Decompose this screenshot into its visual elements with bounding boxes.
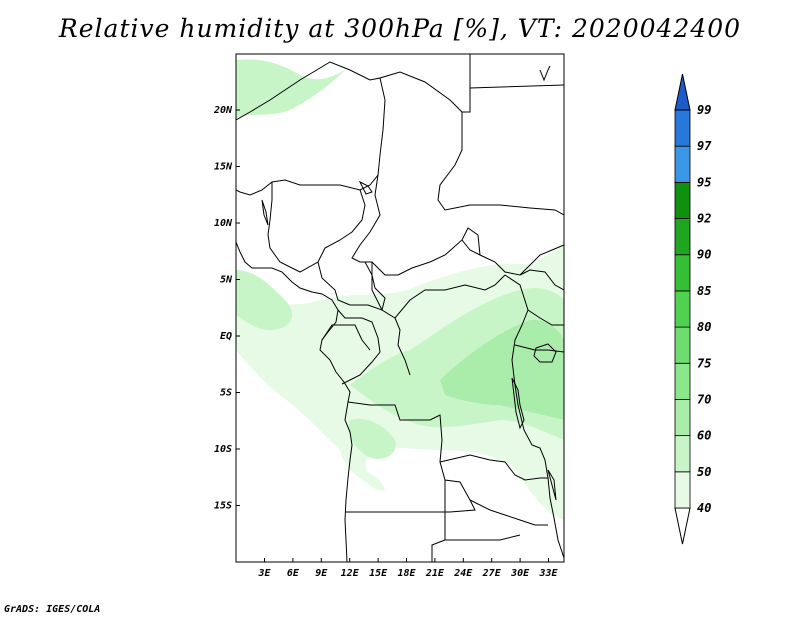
country-borders	[236, 54, 564, 562]
colorbar-label: 97	[697, 139, 712, 153]
lake-malawi	[547, 469, 557, 501]
lat-tick-label: 5N	[220, 275, 233, 286]
moisture-patch-south	[360, 470, 385, 491]
colorbar-segment	[674, 399, 691, 437]
colorbar-segment	[674, 181, 691, 219]
border-namibia-botswana	[431, 480, 521, 562]
lat-tick-label: EQ	[220, 331, 232, 342]
colorbar-label: 75	[697, 356, 711, 370]
colorbar-segment	[674, 218, 691, 256]
colorbar-upper-arrow	[674, 73, 691, 111]
longitude-axis: 3E 6E 9E 12E 15E 18E 21E 24E 27E 30E 33E	[257, 558, 559, 579]
lake-chad	[358, 180, 373, 195]
border-zambia	[439, 454, 548, 526]
grads-credit: GrADS: IGES/COLA	[4, 604, 101, 615]
border-car	[371, 262, 506, 319]
border-cameroon	[317, 261, 386, 311]
colorbar-label: 80	[697, 320, 711, 334]
colorbar-segment	[674, 326, 691, 364]
map-frame	[235, 53, 565, 563]
colorbar-segment	[674, 362, 691, 400]
coast-east	[539, 65, 551, 82]
lon-tick-label: 21E	[425, 568, 445, 579]
colorbar-label: 95	[697, 175, 711, 189]
lat-tick-label: 15S	[214, 501, 232, 512]
colorbar-segment	[674, 145, 691, 183]
border-gabon	[321, 324, 371, 351]
colorbar-segment	[674, 109, 691, 147]
border-nigeria	[267, 182, 366, 273]
lake-tanganyika	[511, 377, 525, 430]
lon-tick-label: 30E	[510, 568, 530, 579]
colorbar-label: 70	[697, 392, 711, 406]
lon-tick-label: 15E	[369, 568, 388, 579]
lake-victoria	[533, 343, 557, 363]
humidity-shading	[236, 59, 564, 520]
colorbar: 40 50 60 70 75 80 85 90 92 95 97 99	[674, 73, 712, 545]
lon-tick-label: 18E	[397, 568, 416, 579]
colorbar-label: 40	[697, 501, 711, 515]
colorbar-segment	[674, 435, 691, 473]
lon-tick-label: 3E	[257, 568, 271, 579]
border-drc-east	[504, 274, 564, 559]
lon-tick-label: 6E	[287, 568, 300, 579]
colorbar-label: 92	[697, 212, 711, 226]
colorbar-segment	[674, 471, 691, 509]
colorbar-lower-arrow	[674, 507, 691, 545]
colorbar-segment	[674, 290, 691, 328]
lon-tick-label: 9E	[315, 568, 328, 579]
moisture-core-east	[440, 319, 564, 420]
latitude-axis: 20N 15N 10N 5N EQ 5S 10S 15S	[213, 105, 240, 512]
moisture-patch-southwest	[348, 418, 396, 460]
colorbar-label: 99	[697, 103, 711, 117]
border-uganda-kenya	[514, 309, 564, 353]
moisture-patch-north	[236, 59, 345, 118]
colorbar-label: 85	[697, 284, 711, 298]
lat-tick-label: 15N	[214, 162, 233, 173]
lat-tick-label: 10N	[214, 218, 233, 229]
lon-tick-label: 33E	[538, 568, 558, 579]
colorbar-label: 50	[697, 465, 711, 479]
lake-volta	[261, 199, 269, 226]
moisture-patch-west	[236, 270, 293, 330]
border-chad	[351, 174, 564, 276]
lat-tick-label: 5S	[220, 388, 232, 399]
border-egypt	[462, 54, 564, 113]
lat-tick-label: 20N	[213, 105, 233, 116]
colorbar-label: 90	[697, 248, 711, 262]
lon-tick-label: 27E	[482, 568, 502, 579]
lon-tick-label: 24E	[453, 568, 473, 579]
lat-tick-label: 10S	[214, 444, 232, 455]
border-libya-sudan	[379, 71, 564, 216]
colorbar-label: 60	[697, 429, 711, 443]
lon-tick-label: 12E	[341, 568, 360, 579]
colorbar-segment	[674, 254, 691, 292]
map-title: Relative humidity at 300hPa [%], VT: 202…	[58, 14, 742, 43]
border-sudan-south	[461, 239, 564, 291]
border-congo	[337, 309, 411, 385]
